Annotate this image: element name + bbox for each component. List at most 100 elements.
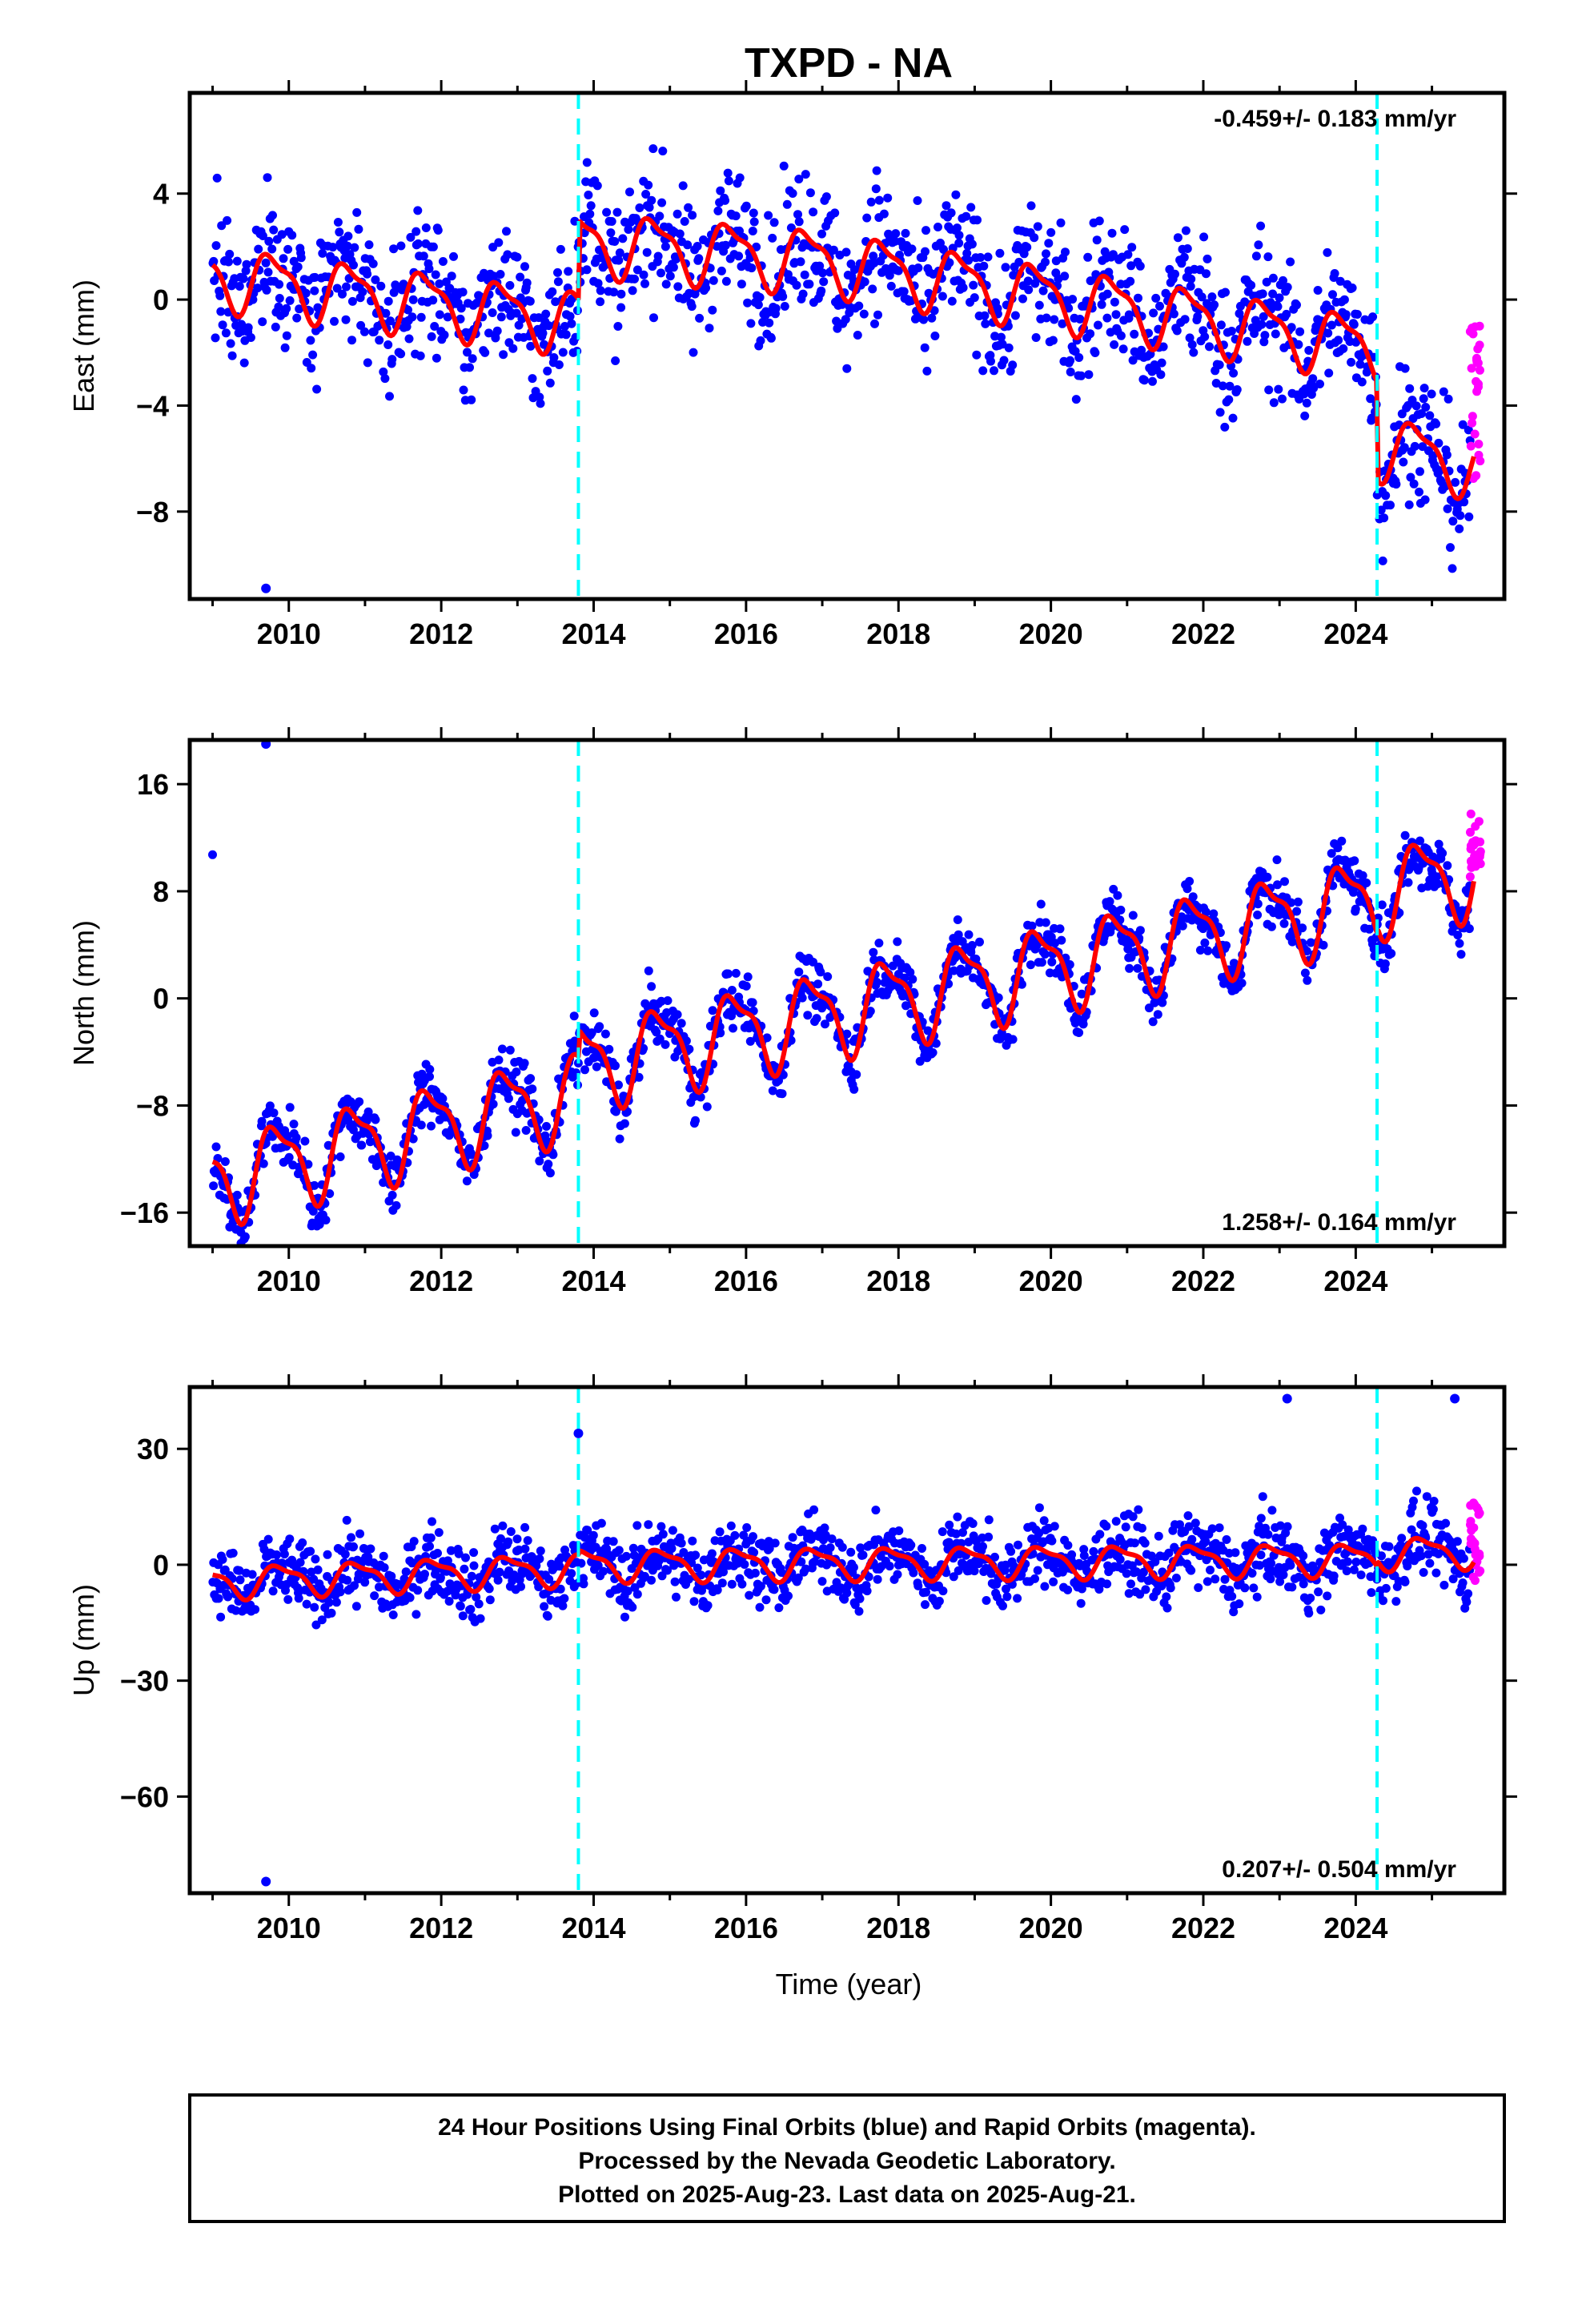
final-orbit-point [727,986,737,995]
final-orbit-point [1023,276,1033,286]
final-orbit-point [978,366,988,376]
final-orbit-point [1287,323,1296,332]
final-orbit-point [716,1028,725,1038]
final-orbit-point [556,244,565,254]
final-orbit-point [1252,1592,1262,1602]
final-orbit-point [365,1137,375,1147]
final-orbit-point [639,1043,648,1053]
final-orbit-point [1079,1551,1089,1560]
final-orbit-point [387,1190,397,1200]
final-orbit-point [920,1559,930,1569]
final-orbit-point [283,1594,293,1604]
final-orbit-point [376,281,386,291]
final-orbit-point [647,1575,656,1585]
final-orbit-point [693,1563,702,1573]
final-orbit-point [1350,856,1359,866]
final-orbit-point [641,190,651,199]
final-orbit-point [520,1544,530,1554]
final-orbit-point [970,1566,979,1576]
final-orbit-point [788,189,797,198]
final-orbit-point [1299,1551,1308,1561]
final-orbit-point [609,287,619,297]
final-orbit-point [684,203,693,212]
final-orbit-point [269,1108,279,1118]
final-orbit-point [371,1115,380,1124]
final-orbit-point [1086,329,1095,339]
final-orbit-point [1267,1506,1277,1515]
final-orbit-point [293,262,303,271]
final-orbit-point [1404,500,1414,509]
final-orbit-point [1356,1570,1366,1580]
final-orbit-point [1279,919,1289,928]
final-orbit-point [526,341,536,351]
final-orbit-point [694,254,704,263]
final-orbit-point [430,322,440,331]
final-orbit-point [962,248,972,258]
final-orbit-point [1135,926,1145,935]
final-orbit-point [274,302,283,312]
final-orbit-point [750,1568,760,1578]
final-orbit-point [611,1061,620,1071]
final-orbit-point [697,1570,706,1580]
final-orbit-point [1348,887,1358,897]
final-orbit-point [438,257,448,266]
final-orbit-point [303,1160,313,1169]
final-orbit-point [412,227,421,236]
final-orbit-point [1249,1583,1259,1593]
final-orbit-point [1065,960,1074,969]
final-orbit-point [307,364,316,373]
final-orbit-point [447,271,456,281]
x-tick-label: 2018 [866,1912,930,1944]
final-orbit-point [623,1586,632,1596]
final-orbit-point [796,257,805,267]
final-orbit-point [934,223,942,231]
final-orbit-point [1452,1537,1462,1546]
final-orbit-point [715,1527,725,1537]
final-orbit-point [1002,1592,1012,1602]
final-orbit-point [1275,1577,1285,1586]
final-orbit-point [496,270,505,279]
final-orbit-point [1352,310,1362,319]
final-orbit-point [1030,233,1039,243]
x-tick-label: 2024 [1323,1265,1387,1297]
final-orbit-point [1042,249,1050,259]
final-orbit-point [817,1577,827,1586]
final-orbit-point [558,1601,568,1610]
final-orbit-point [1429,1497,1439,1506]
final-orbit-point [349,260,358,270]
final-orbit-point [1055,924,1065,934]
final-orbit-point [1459,1554,1468,1563]
final-orbit-point [1292,300,1301,310]
final-orbit-point [648,144,658,154]
final-orbit-point [729,1023,737,1033]
final-orbit-point [854,301,864,311]
final-orbit-point [994,993,1003,1003]
final-orbit-point [1347,283,1357,292]
final-orbit-point [306,1546,315,1556]
final-orbit-point [405,1593,415,1602]
final-orbit-points [208,1393,1475,1887]
final-orbit-point [1153,1010,1162,1019]
final-orbit-point [771,304,781,313]
final-orbit-point [1090,348,1100,357]
footer-box: 24 Hour Positions Using Final Orbits (bl… [188,2093,1506,2223]
final-orbit-point [335,227,344,237]
x-tick-label: 2022 [1171,1912,1235,1944]
final-orbit-point [1263,1530,1273,1539]
final-orbit-point [870,319,879,328]
final-orbit-point [1148,376,1157,386]
final-orbit-point [307,1567,316,1577]
final-orbit-point [1215,360,1224,370]
final-orbit-point [432,1566,441,1575]
final-orbit-point [428,242,438,251]
final-orbit-point [1302,947,1311,956]
final-orbit-point [621,1551,631,1561]
final-orbit-point [841,247,851,257]
final-orbit-point [1047,1536,1057,1546]
final-orbit-point [856,1543,865,1553]
final-orbit-point [765,1544,774,1554]
final-orbit-point [212,173,222,183]
final-orbit-point [1275,293,1284,303]
final-orbit-point [1049,1577,1058,1586]
final-orbit-point [1130,1538,1139,1548]
